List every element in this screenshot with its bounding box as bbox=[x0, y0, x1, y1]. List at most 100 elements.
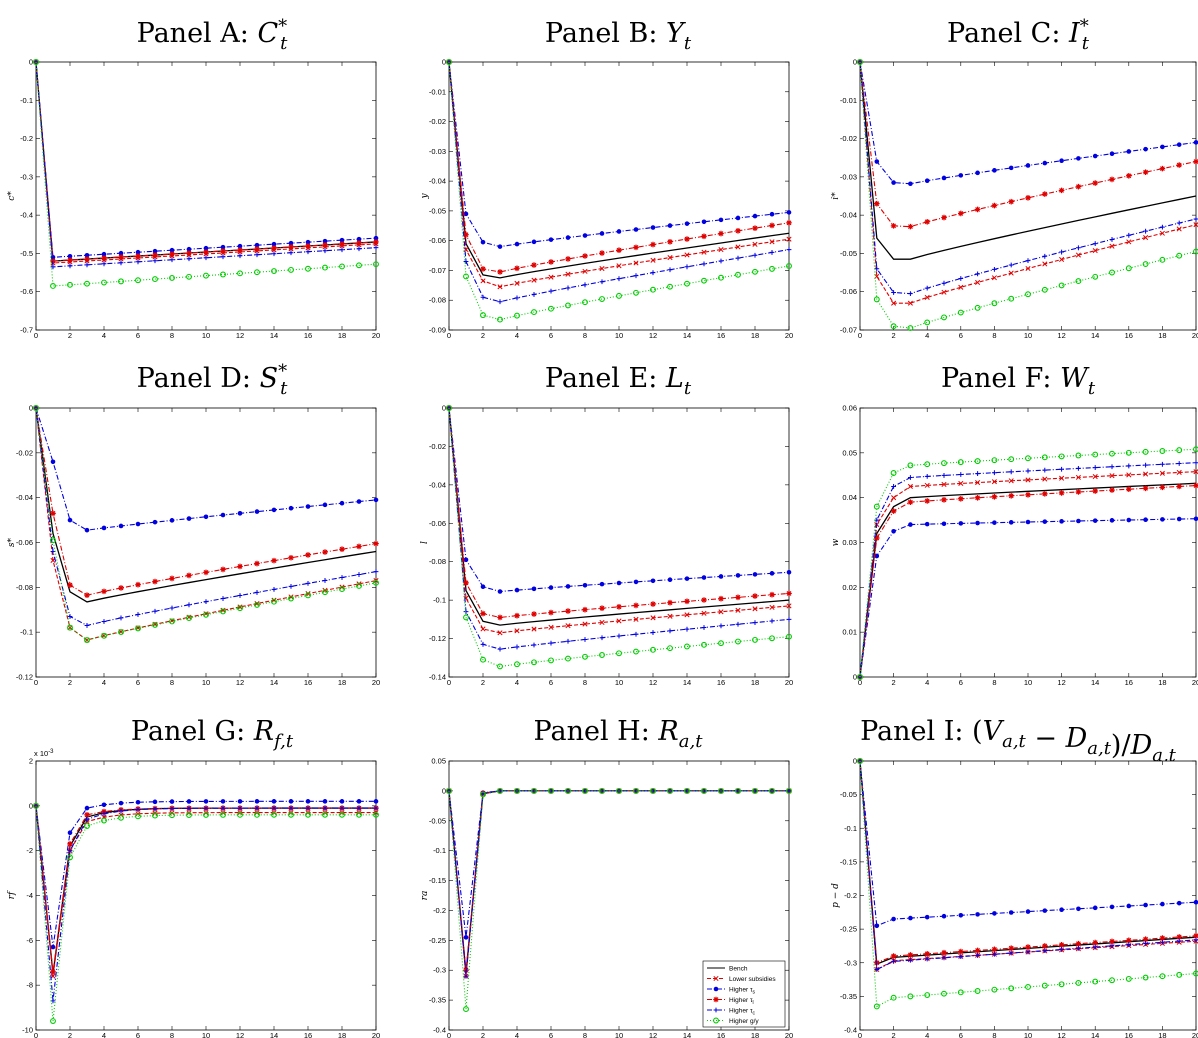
y-tick-label: 0 bbox=[442, 404, 446, 413]
data-point bbox=[339, 247, 345, 253]
data-point bbox=[1092, 273, 1099, 280]
series-higher-τc bbox=[33, 803, 379, 1004]
x-tick-label: 14 bbox=[1091, 331, 1099, 340]
data-point bbox=[565, 608, 571, 614]
data-point bbox=[548, 624, 554, 630]
data-point bbox=[1076, 906, 1081, 912]
data-point bbox=[786, 787, 792, 794]
x-tick-label: 20 bbox=[372, 1031, 380, 1038]
data-point bbox=[271, 507, 277, 513]
data-point bbox=[650, 630, 656, 635]
data-point bbox=[1025, 265, 1031, 272]
y-tick-label: -0.15 bbox=[840, 857, 857, 866]
data-point bbox=[718, 258, 724, 264]
x-tick-label: 8 bbox=[992, 331, 996, 340]
series-higher-τc bbox=[446, 59, 792, 305]
series-line bbox=[35, 805, 376, 972]
data-point bbox=[1058, 942, 1065, 948]
data-point bbox=[463, 614, 469, 621]
data-point bbox=[1042, 191, 1048, 197]
data-point bbox=[1075, 979, 1082, 986]
data-point bbox=[1176, 220, 1182, 226]
data-point bbox=[373, 245, 379, 251]
x-tick-label: 20 bbox=[372, 678, 380, 687]
x-tick-label: 12 bbox=[649, 331, 657, 340]
data-point bbox=[667, 787, 673, 794]
data-point bbox=[373, 799, 379, 804]
y-axis-label: y bbox=[420, 193, 430, 200]
data-point bbox=[1193, 469, 1198, 475]
data-point bbox=[735, 594, 741, 601]
data-point bbox=[582, 268, 588, 274]
data-point bbox=[514, 787, 520, 794]
series-bench bbox=[448, 61, 790, 279]
data-point bbox=[67, 281, 73, 288]
data-point bbox=[1092, 248, 1098, 254]
panel-title: Panel B: Yt bbox=[545, 18, 692, 54]
x-tick-label: 2 bbox=[481, 1031, 485, 1038]
data-point bbox=[288, 240, 294, 246]
data-point bbox=[701, 625, 707, 630]
x-tick-label: 18 bbox=[1158, 331, 1166, 340]
data-point bbox=[907, 223, 914, 230]
data-point bbox=[1126, 517, 1132, 523]
x-tick-label: 2 bbox=[68, 678, 72, 687]
data-point bbox=[203, 255, 209, 261]
data-point bbox=[718, 230, 724, 237]
data-point bbox=[650, 241, 656, 248]
data-point bbox=[874, 159, 880, 164]
data-point bbox=[786, 210, 792, 215]
data-point bbox=[339, 799, 345, 804]
data-point bbox=[974, 206, 981, 213]
data-point bbox=[718, 217, 724, 223]
x-tick-label: 4 bbox=[925, 1031, 929, 1038]
data-point bbox=[752, 636, 758, 643]
panel-i: Panel I: (Va,t − Da,t)/Da,t0-0.05-0.1-0.… bbox=[831, 716, 1198, 1038]
data-point bbox=[531, 586, 537, 592]
y-tick-label: 0.02 bbox=[842, 583, 857, 592]
data-point bbox=[582, 787, 588, 794]
legend-box bbox=[702, 960, 786, 1028]
data-point bbox=[992, 470, 997, 476]
data-point bbox=[975, 520, 980, 526]
data-point bbox=[582, 253, 588, 259]
series-higher-g/y bbox=[446, 405, 792, 670]
data-point bbox=[1025, 477, 1031, 483]
data-point bbox=[356, 799, 362, 804]
data-point bbox=[288, 244, 294, 250]
data-point bbox=[1075, 278, 1082, 285]
data-point bbox=[305, 805, 311, 811]
x-tick-label: 4 bbox=[102, 331, 106, 340]
x-tick-label: 4 bbox=[515, 678, 519, 687]
data-point bbox=[786, 236, 792, 242]
data-point bbox=[1160, 461, 1165, 467]
data-point bbox=[958, 913, 964, 918]
data-point bbox=[67, 830, 73, 836]
data-point bbox=[1059, 947, 1064, 952]
data-point bbox=[339, 811, 345, 818]
data-point bbox=[1008, 456, 1015, 463]
x-tick-label: 10 bbox=[1024, 678, 1032, 687]
y-axis-label: ra bbox=[420, 891, 430, 901]
data-point bbox=[565, 638, 571, 644]
data-point bbox=[752, 225, 758, 231]
x-tick-label: 20 bbox=[372, 331, 380, 340]
data-point bbox=[1160, 901, 1165, 907]
x-tick-label: 16 bbox=[717, 678, 725, 687]
data-point bbox=[786, 263, 792, 269]
data-point bbox=[186, 516, 192, 521]
data-point bbox=[684, 612, 690, 618]
data-point bbox=[991, 300, 998, 307]
data-point bbox=[152, 258, 158, 264]
x-tick-label: 0 bbox=[34, 1031, 38, 1038]
y-tick-label: -0.1 bbox=[20, 96, 33, 105]
data-point bbox=[1126, 463, 1132, 469]
data-point bbox=[1092, 241, 1098, 247]
data-point bbox=[497, 269, 503, 275]
data-point bbox=[633, 244, 639, 251]
y-tick-label: 0 bbox=[853, 757, 857, 766]
data-point bbox=[220, 512, 226, 518]
series-higher-g/y bbox=[857, 758, 1198, 1010]
data-point bbox=[463, 259, 469, 264]
x-tick-label: 2 bbox=[892, 678, 896, 687]
